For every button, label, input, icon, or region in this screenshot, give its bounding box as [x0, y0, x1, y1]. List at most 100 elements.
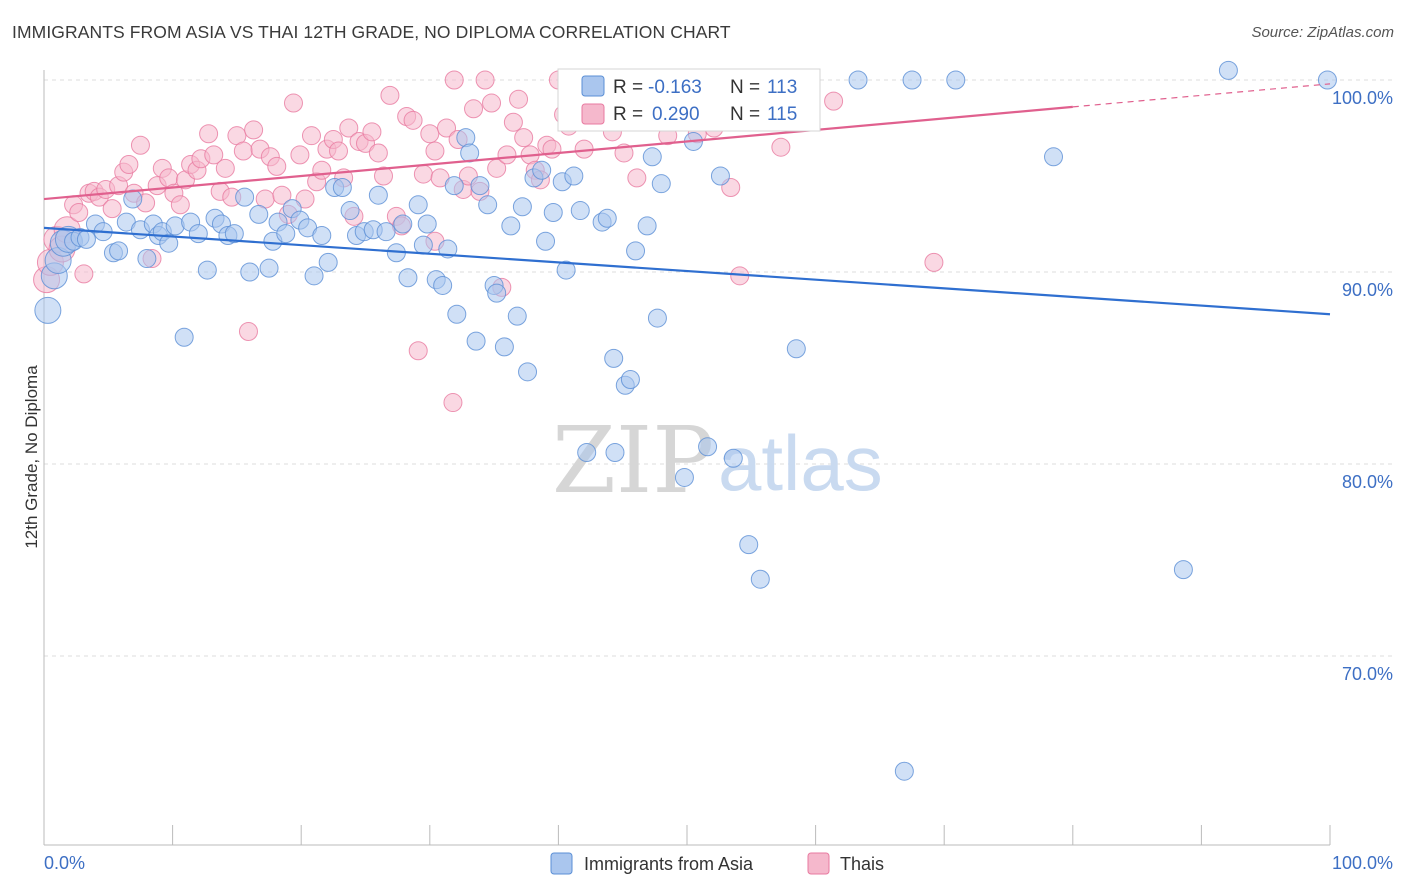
asia-point-40 — [312, 226, 332, 246]
y-tick-label-70: 70.0% — [1342, 664, 1393, 684]
asia-point-108 — [1317, 70, 1337, 90]
asia-point-88 — [626, 241, 646, 261]
thais-point-69 — [425, 141, 445, 161]
trend-line-thais-extrapolated — [1072, 83, 1331, 108]
x-tick-label-min: 0.0% — [44, 853, 85, 873]
asia-point-79 — [564, 166, 584, 186]
thais-point-72 — [443, 393, 463, 413]
thais-point-83 — [503, 112, 523, 132]
thais-point-30 — [204, 145, 224, 165]
asia-point-100 — [750, 569, 770, 589]
asia-point-90 — [642, 147, 662, 167]
asia-point-31 — [249, 204, 269, 224]
thais-point-111 — [444, 70, 464, 90]
legend-n-value-thais: 115 — [767, 104, 797, 125]
y-axis-label: 12th Grade, No Diploma — [22, 365, 41, 549]
asia-point-103 — [894, 761, 914, 781]
thais-point-7 — [74, 264, 94, 284]
y-tick-label-90: 90.0% — [1342, 280, 1393, 300]
thais-point-99 — [627, 168, 647, 188]
thais-point-71 — [437, 118, 457, 138]
asia-point-44 — [340, 201, 360, 221]
thais-point-49 — [312, 160, 332, 180]
asia-point-83 — [597, 208, 617, 228]
asia-point-65 — [478, 195, 498, 215]
thais-point-46 — [295, 189, 315, 209]
thais-point-76 — [464, 99, 484, 119]
asia-point-67 — [487, 283, 507, 303]
legend-n-label-asia: N = — [730, 77, 760, 98]
asia-point-43 — [332, 178, 352, 198]
asia-point-54 — [413, 235, 433, 255]
thais-point-24 — [170, 195, 190, 215]
asia-point-41 — [318, 252, 338, 272]
thais-point-41 — [267, 156, 287, 176]
legend-r-label-thais: R = — [613, 104, 643, 125]
asia-point-75 — [536, 231, 556, 251]
legend-swatch-asia — [581, 75, 605, 97]
thais-point-107 — [771, 137, 791, 157]
trend-lines — [43, 83, 1331, 316]
thais-point-110 — [924, 252, 944, 272]
asia-point-84 — [604, 348, 624, 368]
thais-point-66 — [408, 341, 428, 361]
bottom-legend-label-thais: Thais — [840, 854, 884, 874]
chart-title: IMMIGRANTS FROM ASIA VS THAI 12TH GRADE,… — [12, 22, 731, 42]
thais-point-65 — [403, 110, 423, 130]
asia-point-55 — [417, 214, 437, 234]
asia-point-15 — [137, 249, 157, 269]
asia-point-91 — [647, 308, 667, 328]
x-tick-label-max: 100.0% — [1332, 853, 1393, 873]
thais-point-44 — [283, 93, 303, 113]
asia-point-35 — [276, 224, 296, 244]
asia-point-24 — [197, 260, 217, 280]
asia-point-70 — [507, 306, 527, 326]
thais-point-47 — [301, 126, 321, 146]
y-tick-label-100: 100.0% — [1332, 88, 1393, 108]
legend-r-value-thais: 0.290 — [652, 104, 700, 125]
asia-point-58 — [438, 239, 458, 259]
asia-point-89 — [637, 216, 657, 236]
legend-n-value-asia: 113 — [767, 77, 797, 98]
asia-point-59 — [444, 176, 464, 196]
asia-point-92 — [651, 174, 671, 194]
asia-point-78 — [556, 260, 576, 280]
legend-r-value-asia: -0.163 — [648, 77, 702, 98]
thais-point-90 — [542, 139, 562, 159]
asia-point-107 — [1173, 560, 1193, 580]
y-tick-labels: 70.0% 80.0% 90.0% 100.0% — [1332, 88, 1393, 684]
watermark-zip: ZIP — [552, 407, 714, 514]
asia-point-32 — [259, 258, 279, 278]
thais-point-85 — [514, 128, 534, 148]
asia-point-19 — [159, 233, 179, 253]
asia-point-102 — [848, 70, 868, 90]
thais-point-29 — [199, 124, 219, 144]
thais-point-67 — [413, 164, 433, 184]
asia-point-76 — [543, 202, 563, 222]
asia-point-52 — [398, 268, 418, 288]
asia-point-21 — [174, 327, 194, 347]
asia-point-99 — [739, 535, 759, 555]
asia-point-106 — [1044, 147, 1064, 167]
asia-point-48 — [368, 185, 388, 205]
asia-point-0 — [34, 296, 62, 324]
thais-point-12 — [102, 199, 122, 219]
asia-point-71 — [512, 197, 532, 217]
asia-point-105 — [946, 70, 966, 90]
thais-point-78 — [475, 70, 495, 90]
asia-point-53 — [408, 195, 428, 215]
asia-point-60 — [447, 304, 467, 324]
asia-point-85 — [605, 442, 625, 462]
series-legend: Immigrants from Asia Thais — [550, 852, 884, 875]
bottom-legend-label-asia: Immigrants from Asia — [584, 854, 754, 874]
thais-point-42 — [272, 185, 292, 205]
watermark-atlas: atlas — [718, 419, 883, 507]
asia-point-28 — [224, 224, 244, 244]
thais-point-60 — [374, 166, 394, 186]
asia-point-93 — [674, 467, 694, 487]
bottom-legend-swatch-thais — [807, 852, 830, 875]
asia-point-39 — [304, 266, 324, 286]
bottom-legend-swatch-asia — [550, 852, 573, 875]
asia-point-101 — [786, 339, 806, 359]
legend-r-label-asia: R = — [613, 77, 643, 98]
